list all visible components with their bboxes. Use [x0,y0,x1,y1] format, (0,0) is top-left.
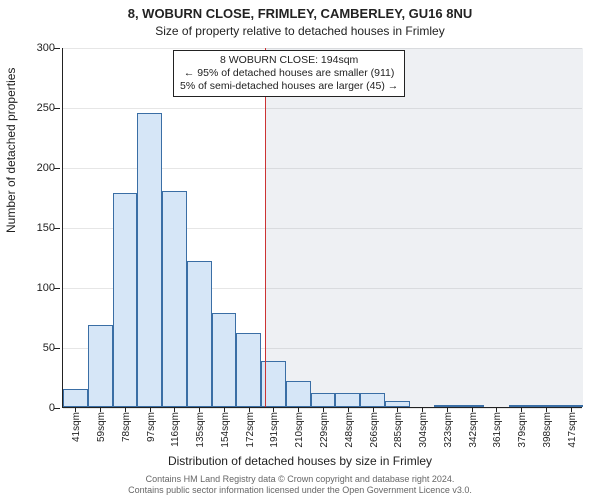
histogram-bar [335,393,360,407]
histogram-bar [236,333,261,407]
callout-line-3: 5% of semi-detached houses are larger (4… [180,80,398,93]
callout-box: 8 WOBURN CLOSE: 194sqm← 95% of detached … [173,50,405,97]
shade-region [265,48,583,407]
histogram-bar [63,389,88,407]
y-tick-label: 200 [15,162,55,174]
callout-line-2: ← 95% of detached houses are smaller (91… [180,67,398,80]
y-tick-label: 250 [15,102,55,114]
histogram-bar [162,191,187,407]
y-axis-label: Number of detached properties [4,68,18,233]
histogram-bar [360,393,385,407]
y-tick-label: 50 [15,342,55,354]
y-tick-label: 300 [15,42,55,54]
page-title: 8, WOBURN CLOSE, FRIMLEY, CAMBERLEY, GU1… [0,6,600,21]
y-tick-label: 0 [15,402,55,414]
marker-line [265,48,266,407]
histogram-bar [113,193,138,407]
plot-area: 8 WOBURN CLOSE: 194sqm← 95% of detached … [62,48,582,408]
x-axis-label: Distribution of detached houses by size … [0,454,600,468]
histogram-bar [137,113,162,407]
footer-attribution: Contains HM Land Registry data © Crown c… [0,474,600,496]
y-tick-label: 100 [15,282,55,294]
histogram-bar [88,325,113,407]
footer-line-1: Contains HM Land Registry data © Crown c… [0,474,600,485]
chart-container: 8, WOBURN CLOSE, FRIMLEY, CAMBERLEY, GU1… [0,0,600,500]
histogram-bar [286,381,311,407]
callout-line-1: 8 WOBURN CLOSE: 194sqm [180,54,398,67]
histogram-bar [311,393,336,407]
footer-line-2: Contains public sector information licen… [0,485,600,496]
histogram-bar [187,261,212,407]
histogram-bar [212,313,237,407]
page-subtitle: Size of property relative to detached ho… [0,24,600,38]
y-tick-label: 150 [15,222,55,234]
